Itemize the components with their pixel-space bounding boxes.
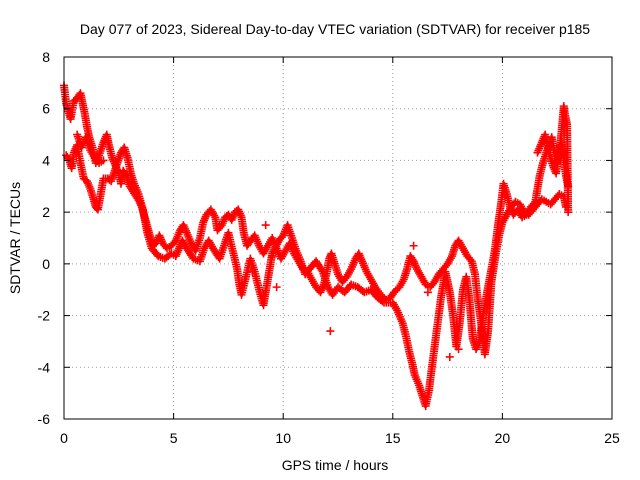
data-point: [423, 288, 432, 297]
y-tick-label: 6: [42, 101, 50, 117]
y-tick-label: 8: [42, 49, 50, 65]
y-tick-label: 4: [42, 152, 50, 168]
x-axis-label: GPS time / hours: [282, 457, 389, 473]
y-tick-label: 0: [42, 256, 50, 272]
x-tick-label: 20: [495, 430, 511, 446]
x-tick-label: 5: [170, 430, 178, 446]
y-axis-label: SDTVAR / TECUs: [7, 182, 23, 294]
data-point: [121, 170, 130, 179]
data-point: [409, 241, 418, 250]
x-tick-label: 0: [60, 430, 68, 446]
data-point: [445, 352, 454, 361]
data-point: [248, 267, 257, 276]
data-point: [268, 252, 277, 261]
tick-labels: 0 5 10 15 20 25 -6 -4 -2 0 2 4 6 8: [38, 49, 620, 446]
data-points: [60, 81, 573, 411]
y-tick-label: -2: [38, 308, 51, 324]
data-point: [261, 221, 270, 230]
data-point: [529, 199, 538, 208]
y-tick-label: -6: [38, 411, 51, 427]
data-point: [454, 345, 463, 354]
data-point: [326, 327, 335, 336]
data-point: [564, 208, 573, 217]
y-tick-label: -4: [38, 359, 51, 375]
data-point: [99, 156, 108, 165]
data-point: [259, 290, 268, 299]
axis-ticks: [63, 56, 613, 420]
data-point: [378, 297, 387, 306]
data-point: [272, 283, 281, 292]
plot-frame: [63, 56, 613, 420]
x-tick-label: 10: [275, 430, 291, 446]
chart-title: Day 077 of 2023, Sidereal Day-to-day VTE…: [80, 21, 590, 37]
y-tick-label: 2: [42, 204, 50, 220]
x-tick-label: 15: [385, 430, 401, 446]
x-tick-label: 25: [604, 430, 620, 446]
